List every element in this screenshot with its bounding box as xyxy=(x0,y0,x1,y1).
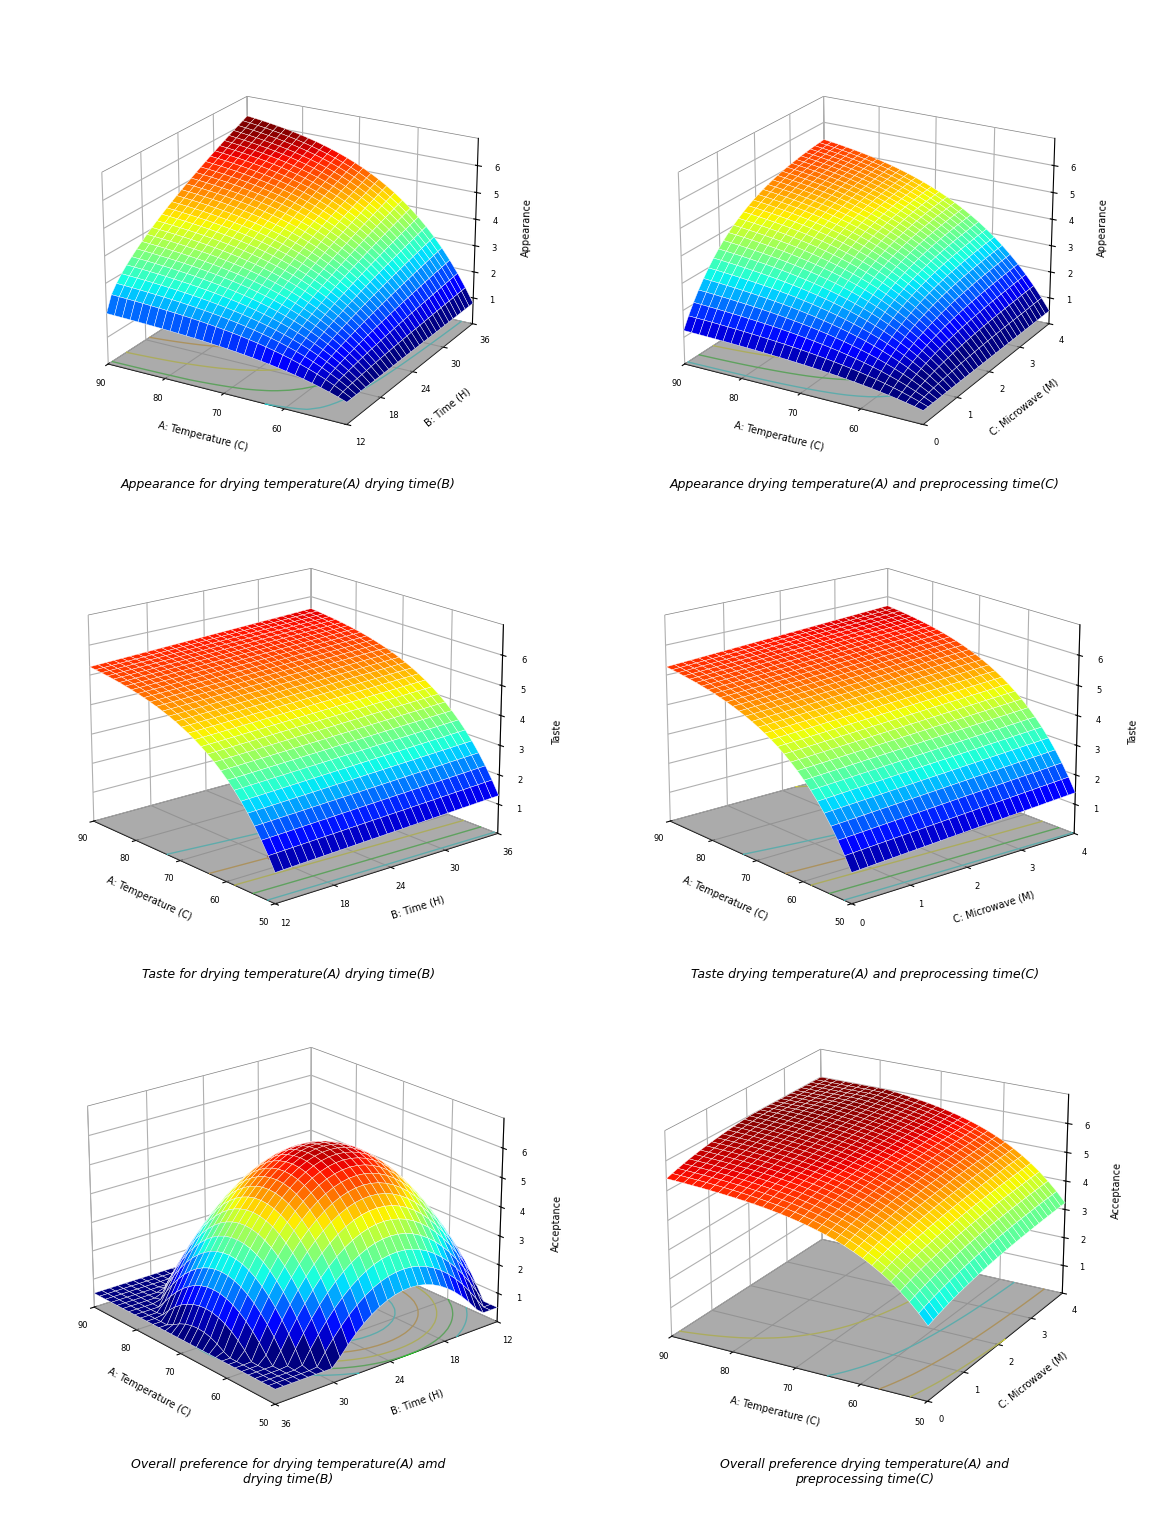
Y-axis label: B: Time (H): B: Time (H) xyxy=(423,386,473,429)
Y-axis label: B: Time (H): B: Time (H) xyxy=(390,1389,445,1416)
X-axis label: A: Temperature (C): A: Temperature (C) xyxy=(105,874,193,922)
Y-axis label: B: Time (H): B: Time (H) xyxy=(390,894,445,920)
Y-axis label: C: Microwave (M): C: Microwave (M) xyxy=(997,1350,1069,1410)
Y-axis label: C: Microwave (M): C: Microwave (M) xyxy=(988,377,1060,438)
Y-axis label: C: Microwave (M): C: Microwave (M) xyxy=(952,890,1037,925)
X-axis label: A: Temperature (C): A: Temperature (C) xyxy=(157,421,249,453)
Text: Overall preference drying temperature(A) and
preprocessing time(C): Overall preference drying temperature(A)… xyxy=(721,1458,1009,1485)
X-axis label: A: Temperature (C): A: Temperature (C) xyxy=(106,1366,193,1418)
X-axis label: A: Temperature (C): A: Temperature (C) xyxy=(733,421,826,453)
Text: Appearance for drying temperature(A) drying time(B): Appearance for drying temperature(A) dry… xyxy=(121,478,455,490)
X-axis label: A: Temperature (C): A: Temperature (C) xyxy=(681,874,769,922)
Text: Overall preference for drying temperature(A) amd
drying time(B): Overall preference for drying temperatur… xyxy=(131,1458,445,1485)
Text: Appearance drying temperature(A) and preprocessing time(C): Appearance drying temperature(A) and pre… xyxy=(670,478,1060,490)
Text: Taste drying temperature(A) and preprocessing time(C): Taste drying temperature(A) and preproce… xyxy=(691,968,1039,980)
X-axis label: A: Temperature (C): A: Temperature (C) xyxy=(729,1395,821,1427)
Text: Taste for drying temperature(A) drying time(B): Taste for drying temperature(A) drying t… xyxy=(142,968,435,980)
